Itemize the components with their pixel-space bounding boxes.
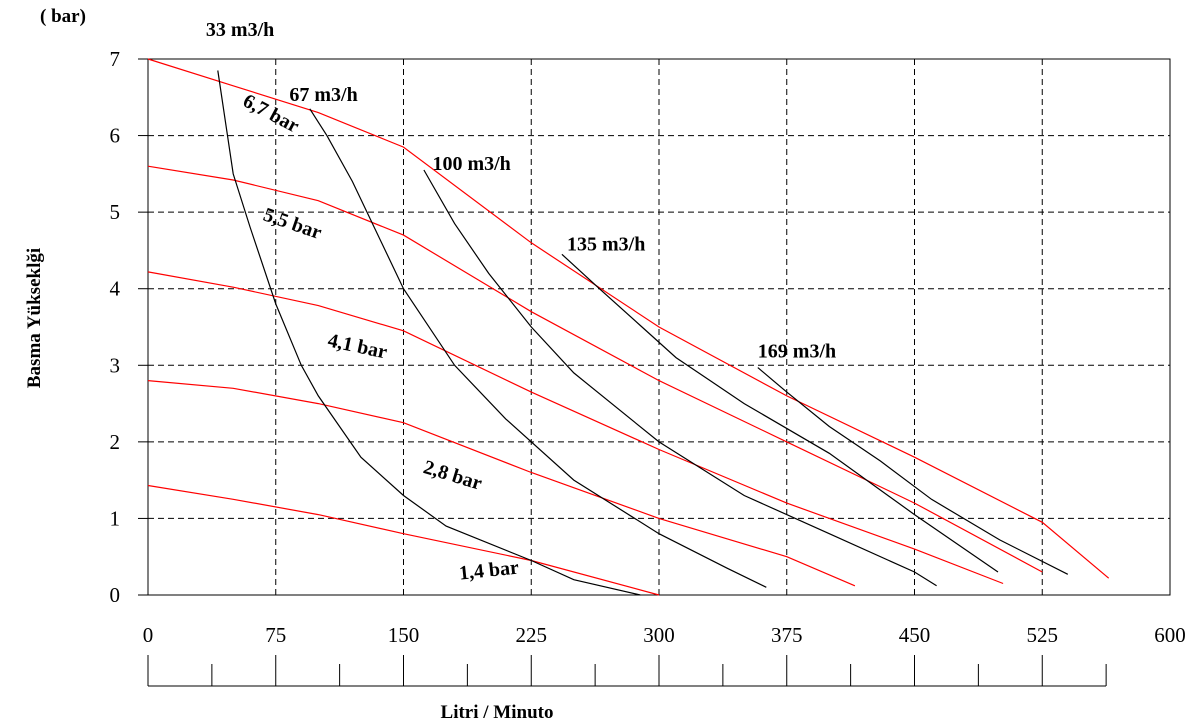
x-tick-label: 525: [1027, 623, 1059, 647]
pressure-label: 5,5 bar: [260, 204, 324, 244]
pressure-label: 1,4 bar: [458, 556, 520, 584]
x-tick-label: 300: [643, 623, 675, 647]
pressure-label: 4,1 bar: [326, 330, 389, 364]
y-axis-unit: ( bar): [40, 6, 86, 27]
pressure-label: 2,8 bar: [421, 456, 485, 495]
flow-label: 135 m3/h: [567, 233, 645, 255]
y-tick-label: 2: [110, 430, 121, 454]
flow-label: 100 m3/h: [432, 153, 510, 175]
pressure-curve: [147, 380, 856, 587]
flow-curves: [217, 70, 1069, 596]
pressure-curve: [147, 484, 660, 596]
y-tick-label: 1: [110, 506, 121, 530]
y-axis: 0 1 2 3 4 5 6 7: [110, 47, 148, 607]
x-tick-label: 150: [388, 623, 420, 647]
grid: [148, 59, 1170, 595]
x-tick-label: 375: [771, 623, 803, 647]
flow-curve: [561, 253, 999, 573]
x-tick-label: 0: [143, 623, 154, 647]
x-axis: 0 75 150 225 300 375 450 525 600: [143, 623, 1186, 687]
flow-label: 169 m3/h: [758, 341, 836, 363]
y-tick-label: 4: [110, 277, 121, 301]
x-tick-label: 600: [1154, 623, 1186, 647]
y-tick-label: 0: [110, 583, 121, 607]
flow-label: 33 m3/h: [206, 19, 274, 41]
y-tick-label: 5: [110, 200, 121, 224]
y-tick-label: 3: [110, 353, 121, 377]
x-axis-title: Litri / Minuto: [441, 702, 554, 723]
y-tick-label: 6: [110, 124, 121, 148]
flow-label: 67 m3/h: [289, 84, 357, 106]
pressure-curve: [147, 271, 1004, 585]
x-tick-label: 75: [265, 623, 286, 647]
y-tick-label: 7: [110, 47, 121, 71]
y-axis-title: Basma Yükseklği: [24, 248, 45, 388]
x-tick-label: 450: [899, 623, 931, 647]
pressure-curve: [147, 165, 1043, 573]
flow-curve: [423, 169, 937, 587]
flow-curve: [757, 367, 1069, 575]
flow-curve: [309, 108, 767, 588]
flow-curve: [217, 70, 641, 596]
x-tick-label: 225: [516, 623, 548, 647]
